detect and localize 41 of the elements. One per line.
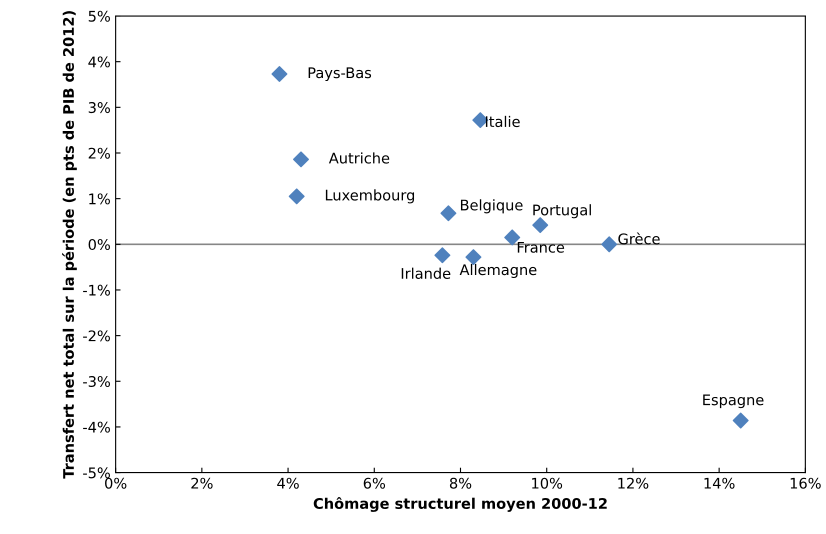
y-tick-label: 0% <box>88 239 110 250</box>
point <box>271 66 288 82</box>
y-tick-label: -4% <box>83 422 110 433</box>
y-tick-label: -1% <box>83 284 110 296</box>
y-tick-label: 4% <box>88 56 110 68</box>
annotation: France <box>518 242 564 253</box>
annotation: Irlande <box>402 268 450 279</box>
y-tick-label: -5% <box>83 467 110 478</box>
y-tick-label: 3% <box>88 102 110 114</box>
y-tick-label: 2% <box>88 148 110 159</box>
y-tick-label: 5% <box>88 10 110 22</box>
annotation: Italie <box>486 116 520 128</box>
x-tick-label: 6% <box>364 478 386 489</box>
annotation: Luxembourg <box>326 189 414 204</box>
point <box>293 151 309 168</box>
annotation: Allemagne <box>460 264 536 278</box>
point <box>440 205 456 222</box>
y-tick-label: -2% <box>83 330 110 342</box>
y-tick-label: -3% <box>83 376 110 388</box>
x-tick-label: 14% <box>704 478 735 489</box>
point <box>434 247 450 264</box>
x-tick-label: 4% <box>277 478 299 489</box>
x-tick-label: 16% <box>790 478 821 489</box>
point <box>288 188 305 204</box>
y-tick-label: 1% <box>89 193 110 204</box>
x-axis-title: Chômage structurel moyen 2000-12 <box>314 497 607 512</box>
x-tick-label: 12% <box>618 478 648 489</box>
annotation: Portugal <box>533 204 591 218</box>
x-tick-label: 2% <box>191 478 213 489</box>
y-axis-title: Transfert net total sur la période (en pts de PIB de 2012) <box>62 11 77 479</box>
annotation: Autriche <box>328 152 390 164</box>
point <box>601 236 618 252</box>
x-tick-label: 0% <box>105 478 126 489</box>
annotation: Grèce <box>618 232 660 244</box>
x-tick-label: 8% <box>450 478 472 489</box>
x-tick-label: 10% <box>532 478 562 489</box>
annotation: Espagne <box>703 394 764 408</box>
annotation: Belgique <box>460 199 523 214</box>
annotation: Pays-Bas <box>308 67 372 82</box>
point <box>532 217 548 234</box>
point <box>732 412 749 429</box>
